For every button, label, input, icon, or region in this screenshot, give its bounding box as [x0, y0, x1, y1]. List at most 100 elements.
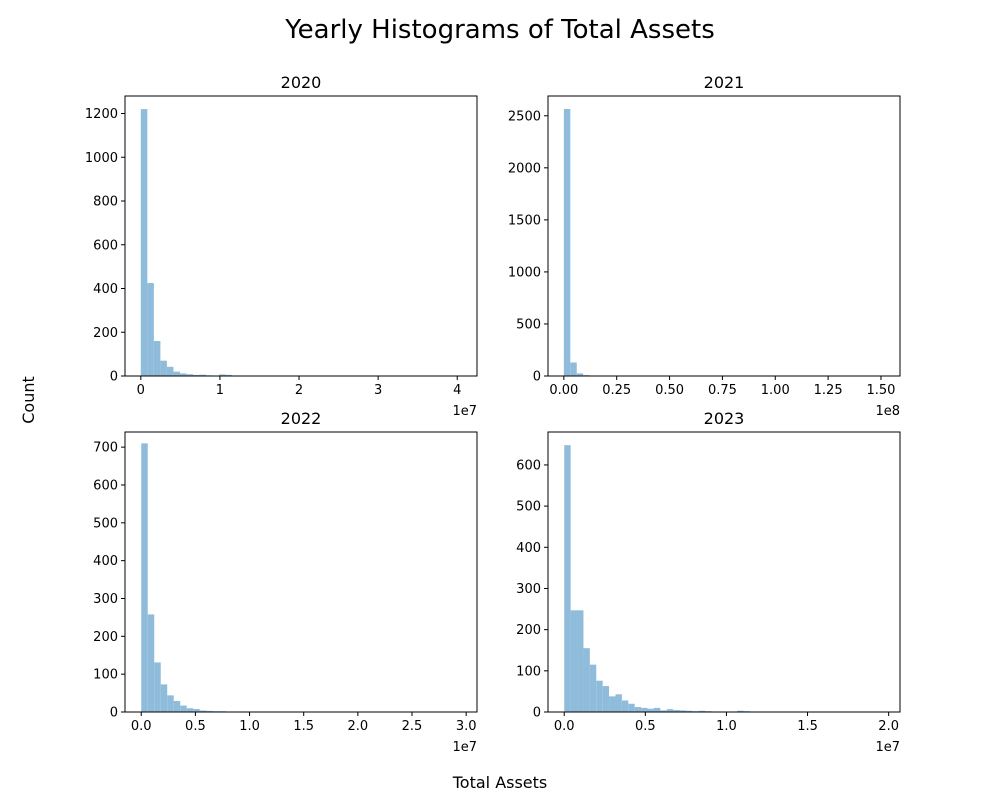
- x-tick-label: 0.75: [708, 383, 737, 398]
- y-tick-label: 500: [516, 317, 541, 332]
- x-tick-label: 3.0: [456, 719, 477, 734]
- histogram-bar: [173, 371, 180, 376]
- histogram-bar: [225, 374, 233, 376]
- y-tick-label: 500: [516, 500, 541, 515]
- y-tick-label: 100: [516, 664, 541, 679]
- histogram-bar: [564, 445, 571, 712]
- y-tick-label: 600: [516, 458, 541, 473]
- x-offset-label: 1e7: [875, 740, 900, 755]
- x-tick-label: 3: [374, 383, 382, 398]
- y-tick-label: 200: [93, 326, 118, 341]
- histogram-bar: [160, 684, 168, 712]
- histogram-bar: [609, 696, 616, 712]
- x-tick-label: 0.5: [635, 719, 656, 734]
- y-tick-label: 2500: [508, 109, 541, 124]
- histogram-bar: [679, 710, 686, 712]
- y-tick-label: 0: [110, 370, 118, 385]
- y-tick-label: 500: [93, 516, 118, 531]
- x-tick-label: 2.0: [878, 719, 899, 734]
- panel-2022: 0.0 0.5 1.0 1.5 2.0 2.5 3.0 0 100 200 300 400 500 600…: [93, 409, 478, 755]
- y-tick-label: 400: [516, 541, 541, 556]
- y-tick-label: 600: [93, 238, 118, 253]
- x-tick-label: 2: [295, 383, 303, 398]
- x-tick-label: 2.0: [348, 719, 369, 734]
- histogram-bar: [140, 109, 148, 376]
- x-tick-label: 1.5: [797, 719, 818, 734]
- histogram-bar: [589, 664, 597, 712]
- x-tick-label: 0.50: [655, 383, 684, 398]
- histogram-bar: [602, 686, 610, 712]
- x-tick-label: 0.5: [185, 719, 206, 734]
- x-tick-label: 1: [216, 383, 224, 398]
- y-tick-label: 2000: [508, 161, 541, 176]
- histogram-bar: [180, 705, 187, 712]
- histogram-bar: [628, 703, 635, 712]
- histogram-bar: [634, 707, 642, 712]
- x-tick-label: 0.0: [131, 719, 152, 734]
- y-tick-label: 600: [93, 478, 118, 493]
- y-tick-label: 400: [93, 282, 118, 297]
- y-tick-label: 1200: [85, 107, 118, 122]
- axes-frame: [124, 431, 478, 713]
- histogram-bar: [147, 283, 154, 376]
- x-tick-label: 1.25: [814, 383, 843, 398]
- histogram-bar: [199, 374, 207, 376]
- figure-xlabel: Total Assets: [452, 773, 548, 792]
- histogram-bar: [570, 362, 577, 376]
- histogram-bar: [577, 610, 584, 712]
- x-tick-label: 1.50: [866, 383, 895, 398]
- y-tick-label: 200: [93, 630, 118, 645]
- y-tick-label: 700: [93, 441, 118, 456]
- histogram-bar: [666, 709, 674, 712]
- histogram-bar: [154, 662, 161, 712]
- histogram-bar: [621, 700, 629, 712]
- histogram-bar: [615, 694, 622, 712]
- histogram-bar: [173, 701, 181, 712]
- y-tick-label: 400: [93, 554, 118, 569]
- axes-frame: [547, 95, 901, 377]
- histogram-bar: [186, 708, 194, 712]
- histogram-bar: [737, 710, 744, 712]
- x-tick-label: 1.5: [293, 719, 314, 734]
- subplot-title: 2020: [281, 73, 322, 92]
- x-offset-label: 1e7: [452, 404, 477, 419]
- histogram-bar: [167, 695, 174, 712]
- y-tick-label: 300: [516, 582, 541, 597]
- histogram-bar: [698, 710, 706, 712]
- x-tick-label: 1.0: [239, 719, 260, 734]
- figure-ylabel: Count: [19, 376, 38, 424]
- subplot-title: 2023: [704, 409, 745, 428]
- y-tick-label: 1000: [85, 151, 118, 166]
- x-tick-label: 1.0: [716, 719, 737, 734]
- histogram-bar: [660, 710, 667, 712]
- histogram-bar: [570, 610, 578, 712]
- histogram-bar: [153, 341, 161, 376]
- x-offset-label: 1e7: [452, 740, 477, 755]
- histogram-bar: [141, 443, 148, 712]
- histogram-bar: [147, 614, 155, 712]
- y-tick-label: 300: [93, 592, 118, 607]
- x-tick-label: 1.00: [761, 383, 790, 398]
- panel-2021: 0.00 0.25 0.50 0.75 1.00 1.25 1.50 0 500 1000 1500…: [508, 73, 901, 419]
- x-tick-label: 0: [137, 383, 145, 398]
- histogram-bar: [647, 708, 654, 712]
- x-tick-label: 4: [453, 383, 461, 398]
- histogram-bar: [219, 374, 226, 376]
- histogram-bar: [193, 708, 200, 712]
- subplot-title: 2022: [281, 409, 322, 428]
- y-tick-label: 1500: [508, 213, 541, 228]
- panel-2020: 0 1 2 3 4 0 200 400 600 800 1000 1200 2020 1e7: [85, 73, 478, 419]
- histogram-bar: [199, 710, 207, 712]
- histogram-bar: [673, 709, 680, 712]
- histogram-bar: [166, 366, 174, 376]
- y-tick-label: 200: [516, 623, 541, 638]
- axes-frame: [124, 95, 478, 377]
- y-tick-label: 800: [93, 195, 118, 210]
- figure-title: Yearly Histograms of Total Assets: [284, 15, 715, 45]
- y-tick-label: 1000: [508, 265, 541, 280]
- subplot-title: 2021: [704, 73, 745, 92]
- panel-2023: 0.0 0.5 1.0 1.5 2.0 0 100 200 300 400 500 600 2023 1e…: [516, 409, 901, 755]
- histogram-bar: [563, 109, 571, 376]
- x-tick-label: 0.25: [602, 383, 631, 398]
